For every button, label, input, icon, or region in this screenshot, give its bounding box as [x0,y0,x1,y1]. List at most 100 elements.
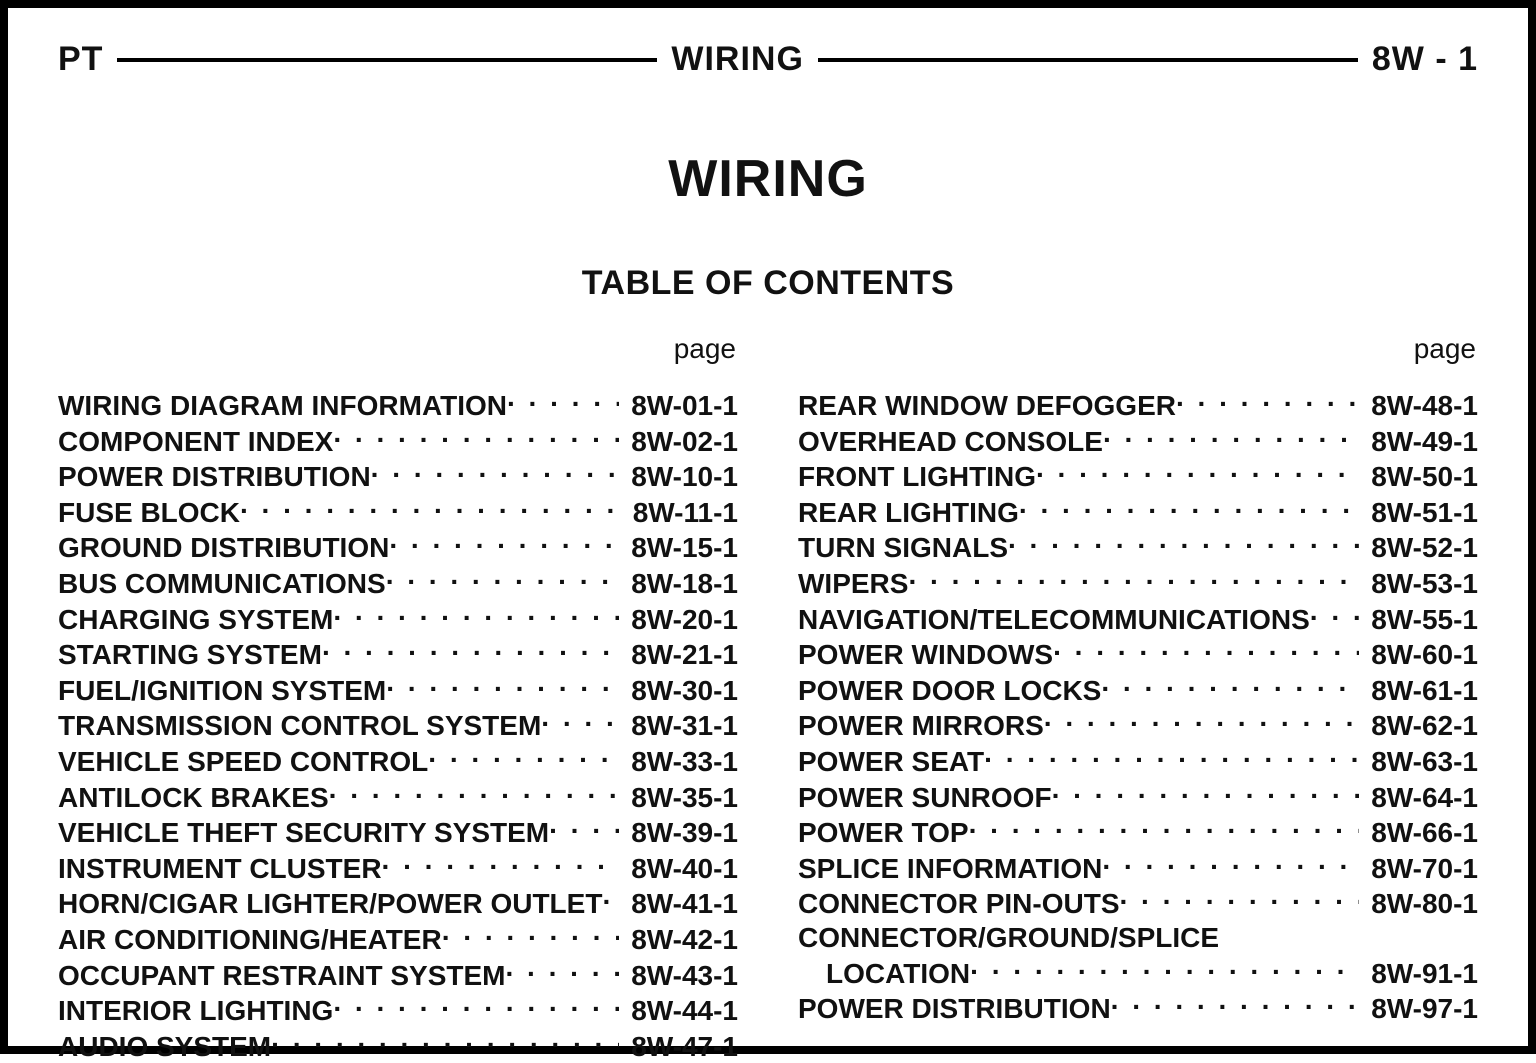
toc-entry: POWER DOOR LOCKS 8W-61-1 [798,672,1478,708]
toc-leader [333,423,619,451]
toc-entry-ref: 8W-66-1 [1361,816,1478,850]
toc-entry: LOCATION8W-91-1 [798,955,1478,991]
toc-leader [1101,672,1359,700]
toc-leader [1176,387,1359,415]
toc-entry-ref: 8W-33-1 [621,745,738,779]
toc-entry-title: HORN/CIGAR LIGHTER/POWER OUTLET [58,887,602,921]
toc-entry: STARTING SYSTEM8W-21-1 [58,636,738,672]
toc-entry-title: FUEL/IGNITION SYSTEM [58,674,386,708]
toc-entry: INSTRUMENT CLUSTER8W-40-1 [58,850,738,886]
page-label: page [798,333,1478,365]
toc-leader [1310,601,1359,629]
toc-entry-ref: 8W-53-1 [1361,567,1478,601]
toc-leader [386,672,619,700]
toc-entry-title: BUS COMMUNICATIONS [58,567,386,601]
toc-entry: POWER TOP 8W-66-1 [798,814,1478,850]
toc-entry-ref: 8W-30-1 [621,674,738,708]
toc-leader [1036,458,1359,486]
toc-leader [1120,885,1360,913]
header-row: PT WIRING 8W - 1 [58,40,1478,79]
toc-entry-title: CONNECTOR PIN-OUTS [798,887,1120,921]
toc-entry: TRANSMISSION CONTROL SYSTEM8W-31-1 [58,707,738,743]
toc-entry: CHARGING SYSTEM8W-20-1 [58,601,738,637]
toc-leader [1102,850,1359,878]
header-left: PT [58,40,103,79]
toc-entry: POWER DISTRIBUTION 8W-10-1 [58,458,738,494]
toc-entry-title: INTERIOR LIGHTING [58,994,333,1028]
toc-entry-ref: 8W-41-1 [621,887,738,921]
toc-leader [549,814,619,842]
toc-entry-title: OVERHEAD CONSOLE [798,425,1103,459]
toc-entry-title: VEHICLE SPEED CONTROL [58,745,428,779]
toc-entry: VEHICLE THEFT SECURITY SYSTEM8W-39-1 [58,814,738,850]
toc-leader [271,1028,619,1056]
toc-entry: REAR WINDOW DEFOGGER8W-48-1 [798,387,1478,423]
header-rule-left [117,58,657,62]
toc-entry-ref: 8W-70-1 [1361,852,1478,886]
toc-entry: SPLICE INFORMATION8W-70-1 [798,850,1478,886]
toc-entry-title: POWER TOP [798,816,969,850]
header-center: WIRING [671,40,804,79]
toc-entry: AUDIO SYSTEM8W-47-1 [58,1028,738,1063]
toc-entry-title: INSTRUMENT CLUSTER [58,852,382,886]
toc-entry-title: TRANSMISSION CONTROL SYSTEM [58,709,541,743]
toc-entry-title: WIPERS [798,567,908,601]
toc-entry: HORN/CIGAR LIGHTER/POWER OUTLET 8W-41-1 [58,885,738,921]
toc-leader [969,814,1360,842]
toc-entry-ref: 8W-35-1 [621,781,738,815]
toc-leader [428,743,619,771]
toc-leader [1008,529,1359,557]
toc-entry: WIPERS 8W-53-1 [798,565,1478,601]
header-rule-right [818,58,1358,62]
toc-entry-title: POWER SUNROOF [798,781,1052,815]
toc-leader [1053,636,1359,664]
toc-entry-ref: 8W-64-1 [1361,781,1478,815]
toc-entry: COMPONENT INDEX8W-02-1 [58,423,738,459]
toc-list-right: REAR WINDOW DEFOGGER8W-48-1OVERHEAD CONS… [798,387,1478,1026]
toc-leader [1052,779,1360,807]
toc-entry-ref: 8W-60-1 [1361,638,1478,672]
toc-entry-ref: 8W-49-1 [1361,425,1478,459]
toc: page WIRING DIAGRAM INFORMATION8W-01-1CO… [58,333,1478,1063]
toc-entry-title: CHARGING SYSTEM [58,603,333,637]
toc-entry-title: POWER DOOR LOCKS [798,674,1101,708]
toc-leader [382,850,620,878]
toc-column-right: page REAR WINDOW DEFOGGER8W-48-1OVERHEAD… [798,333,1478,1063]
toc-entry-ref: 8W-97-1 [1361,992,1478,1026]
toc-entry-title: POWER DISTRIBUTION [58,460,371,494]
toc-entry-ref: 8W-55-1 [1361,603,1478,637]
toc-entry-ref: 8W-44-1 [621,994,738,1028]
toc-leader [602,885,619,913]
toc-entry-ref: 8W-80-1 [1361,887,1478,921]
toc-entry-title: GROUND DISTRIBUTION [58,531,389,565]
toc-entry-title: AUDIO SYSTEM [58,1030,271,1063]
toc-leader [970,955,1359,983]
toc-leader [1103,423,1359,451]
toc-entry-title: WIRING DIAGRAM INFORMATION [58,389,507,423]
toc-entry-ref: 8W-21-1 [621,638,738,672]
toc-entry: FUEL/IGNITION SYSTEM 8W-30-1 [58,672,738,708]
toc-leader [1044,707,1359,735]
toc-entry: POWER SEAT8W-63-1 [798,743,1478,779]
toc-entry: REAR LIGHTING8W-51-1 [798,494,1478,530]
page: PT WIRING 8W - 1 WIRING TABLE OF CONTENT… [0,0,1536,1054]
toc-leader [1111,990,1360,1018]
toc-entry-ref: 8W-01-1 [621,389,738,423]
toc-entry-ref: 8W-50-1 [1361,460,1478,494]
toc-entry-ref: 8W-61-1 [1361,674,1478,708]
toc-entry: TURN SIGNALS8W-52-1 [798,529,1478,565]
toc-leader [442,921,619,949]
toc-entry-title: TURN SIGNALS [798,531,1008,565]
toc-entry-ref: 8W-02-1 [621,425,738,459]
toc-entry: POWER WINDOWS8W-60-1 [798,636,1478,672]
toc-title: TABLE OF CONTENTS [58,264,1478,303]
toc-entry: GROUND DISTRIBUTION8W-15-1 [58,529,738,565]
toc-entry: CONNECTOR/GROUND/SPLICE [798,921,1478,955]
toc-entry-ref: 8W-11-1 [623,496,738,530]
toc-entry-ref: 8W-42-1 [621,923,738,957]
toc-leader [386,565,620,593]
toc-entry: FRONT LIGHTING8W-50-1 [798,458,1478,494]
toc-entry-title: POWER DISTRIBUTION [798,992,1111,1026]
toc-entry-ref: 8W-10-1 [621,460,738,494]
toc-entry: OVERHEAD CONSOLE 8W-49-1 [798,423,1478,459]
